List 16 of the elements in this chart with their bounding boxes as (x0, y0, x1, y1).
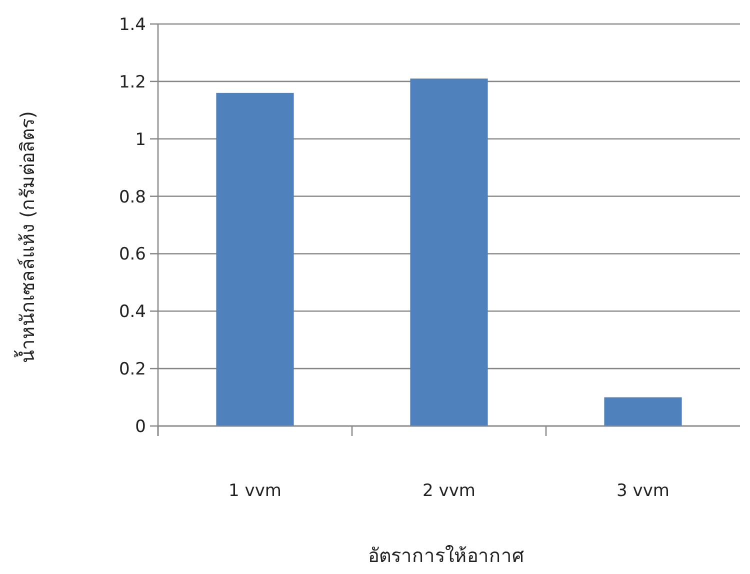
x-tick-label: 1 vvm (228, 481, 282, 501)
y-tick-label: 0.8 (118, 187, 146, 208)
x-tick-label: 3 vvm (616, 481, 670, 501)
y-tick-label: 0.2 (118, 360, 146, 380)
y-tick-label: 0 (135, 417, 146, 437)
y-tick-label: 0.4 (118, 302, 146, 322)
x-tick-label: 2 vvm (422, 481, 476, 501)
bar (216, 92, 294, 426)
y-tick-label: 1.2 (118, 72, 146, 92)
y-tick-label: 1.4 (118, 15, 146, 35)
bar (604, 397, 682, 426)
x-axis-title: อัตราการให้อากาศ (368, 545, 524, 567)
y-tick-label: 0.6 (118, 244, 146, 265)
bar (410, 78, 488, 426)
y-axis-title: น้ำหนักเซลล์แห้ง (กรัมต่อลิตร) (14, 111, 39, 363)
y-tick-label: 1 (135, 130, 146, 150)
